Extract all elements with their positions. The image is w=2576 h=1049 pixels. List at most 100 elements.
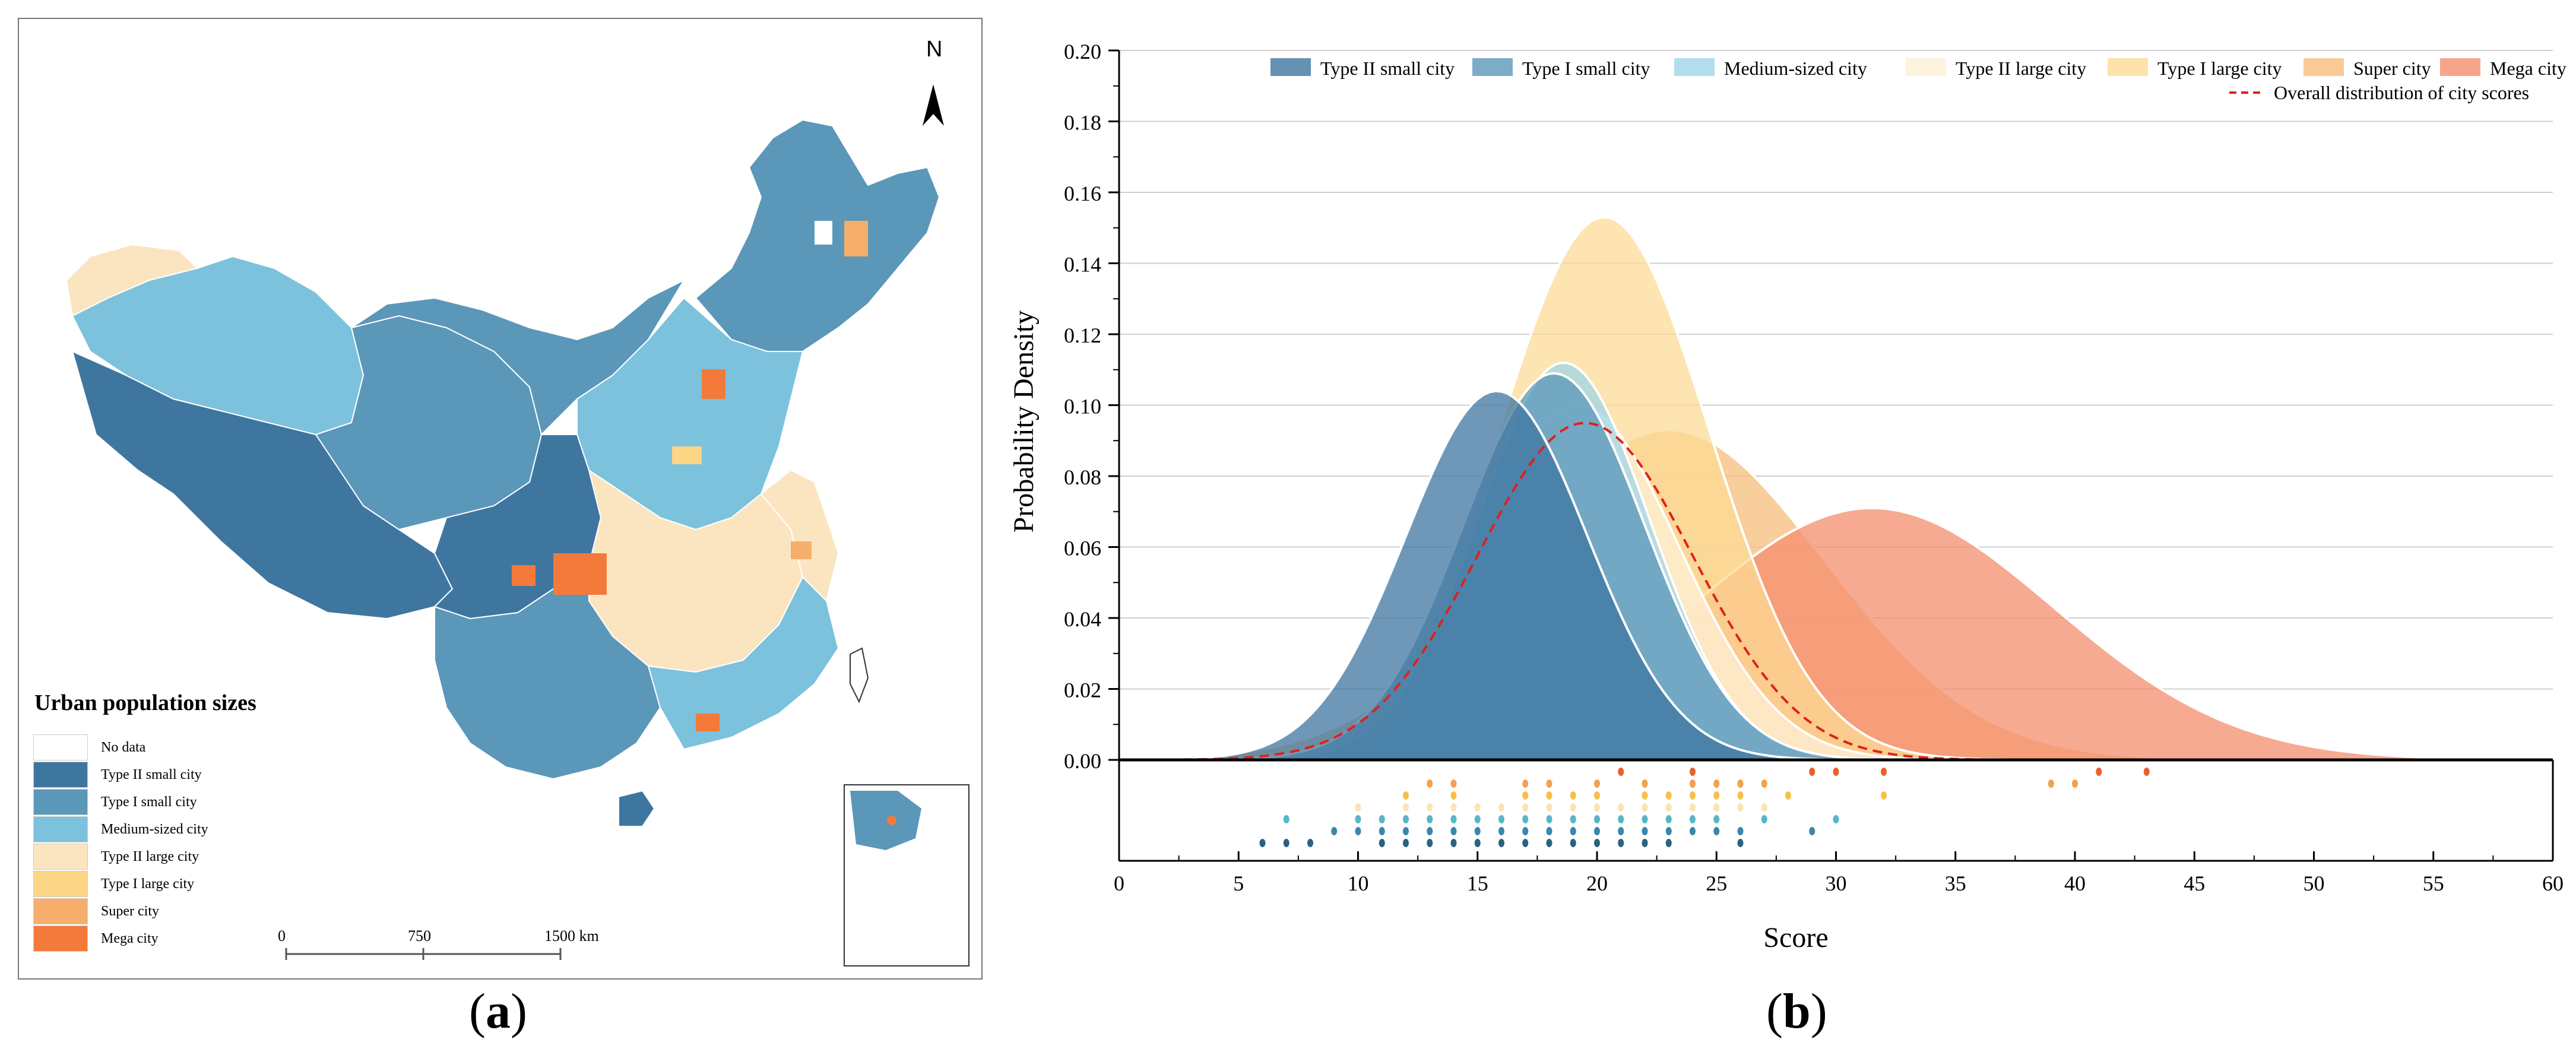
- rug-point: [1450, 827, 1457, 835]
- rug-point: [1713, 779, 1720, 788]
- overall-density-line: [1167, 421, 2075, 761]
- rug-point: [1522, 803, 1529, 812]
- x-tick-label: 30: [1826, 871, 1847, 895]
- scale-bar: [285, 948, 562, 960]
- x-tick-label: 45: [2184, 871, 2205, 895]
- rug-point: [1498, 827, 1504, 835]
- rug-point: [1642, 791, 1648, 800]
- legend-item: Type II large city: [33, 844, 199, 870]
- legend-label: Medium-sized city: [101, 821, 208, 837]
- rug-point: [1665, 791, 1672, 800]
- rug-point: [1283, 815, 1289, 823]
- legend-swatch: [33, 898, 88, 924]
- rug-point: [1785, 791, 1791, 800]
- rug-point: [2096, 768, 2102, 776]
- south-china-sea-inset: [844, 784, 969, 966]
- legend-swatch: [33, 734, 88, 760]
- chart-legend: Type II small city Type I small city Mediu…: [1270, 58, 2567, 103]
- y-tick-label: 0.18: [1064, 111, 1101, 135]
- rug-point: [1642, 815, 1648, 823]
- rug-point: [1809, 827, 1815, 835]
- type-i-large-patch: [672, 446, 702, 464]
- map-region-taiwan: [850, 647, 869, 703]
- no-data-patch: [815, 221, 832, 245]
- legend-label: Super city: [101, 903, 159, 919]
- rug-point: [1690, 779, 1696, 788]
- rug-point: [1594, 779, 1600, 788]
- rug-point: [1474, 827, 1481, 835]
- rug-point: [1474, 815, 1481, 823]
- rug-point: [2072, 779, 2078, 788]
- legend-label: Type II small city: [101, 766, 202, 782]
- legend-label: Mega city: [2490, 58, 2567, 79]
- rug-point: [1522, 791, 1529, 800]
- super-city-patch: [844, 221, 868, 256]
- legend-label: Type I small city: [1522, 58, 1650, 79]
- china-map: [65, 84, 969, 966]
- y-tick-label: 0.16: [1064, 182, 1101, 205]
- rug-point: [1737, 803, 1744, 812]
- rug-point: [1355, 827, 1361, 835]
- rug-point: [1642, 779, 1648, 788]
- rug-point: [1498, 803, 1504, 812]
- rug-point: [1522, 779, 1529, 788]
- rug-point: [1618, 768, 1624, 776]
- y-tick-label: 0.04: [1064, 607, 1101, 631]
- rug-point: [1809, 768, 1815, 776]
- legend-label: Overall distribution of city scores: [2274, 82, 2529, 103]
- x-tick-label: 25: [1706, 871, 1727, 895]
- north-label: N: [926, 37, 943, 62]
- legend-item: No data: [33, 734, 145, 760]
- map-panel: N Urban population sizes No data Type II …: [18, 18, 983, 980]
- legend-label: Super city: [2353, 58, 2431, 79]
- rug-point: [1761, 815, 1767, 823]
- rug-point: [1450, 779, 1457, 788]
- rug-point: [1761, 779, 1767, 788]
- x-tick-label: 40: [2064, 871, 2086, 895]
- rug-point: [1761, 803, 1767, 812]
- legend-item: Type I small city: [33, 789, 197, 815]
- rug-point: [2143, 768, 2150, 776]
- rug-point: [1665, 827, 1672, 835]
- y-axis-label: Probability Density: [1009, 310, 1040, 533]
- map-region-northwest: [65, 243, 198, 317]
- rug-point: [1737, 779, 1744, 788]
- mega-city-patch: [553, 553, 607, 595]
- rug-point: [1403, 815, 1409, 823]
- map-region-hainan: [618, 790, 655, 827]
- rug-point: [1522, 827, 1529, 835]
- rug-point: [1379, 827, 1385, 835]
- legend-label: No data: [101, 739, 146, 755]
- x-tick-label: 5: [1233, 871, 1244, 895]
- y-tick-label: 0.14: [1064, 253, 1101, 277]
- rug-point: [1283, 839, 1289, 847]
- rug-point: [1618, 815, 1624, 823]
- mega-city-patch: [702, 369, 725, 399]
- rug-point: [1713, 803, 1720, 812]
- legend-swatch: [1270, 58, 1311, 76]
- rug-point: [1570, 815, 1576, 823]
- legend-swatch: [1472, 58, 1513, 76]
- rug-point: [1881, 791, 1887, 800]
- rug-point: [1498, 815, 1504, 823]
- rug-point: [1642, 839, 1648, 847]
- rug-point: [1427, 779, 1433, 788]
- rug-point: [1642, 803, 1648, 812]
- chart-axes: 0.00 0.02 0.04 0.06 0.08 0.10 0.12 0.14 0.16 0.18…: [1064, 40, 2564, 895]
- rug-point: [1450, 815, 1457, 823]
- rug-point: [1498, 839, 1504, 847]
- rug-point: [1522, 839, 1529, 847]
- chart-rug: [1259, 768, 2150, 847]
- rug-point: [1546, 839, 1552, 847]
- rug-point: [1355, 815, 1361, 823]
- legend-title: Urban population sizes: [34, 690, 256, 715]
- mega-city-patch: [512, 565, 536, 586]
- legend-swatch: [1674, 58, 1715, 76]
- y-tick-label: 0.12: [1064, 324, 1101, 347]
- legend-swatch: [33, 871, 88, 897]
- y-tick-label: 0.08: [1064, 465, 1101, 489]
- rug-point: [1737, 827, 1744, 835]
- rug-point: [1665, 839, 1672, 847]
- rug-point: [1713, 815, 1720, 823]
- legend-label: Type II large city: [1956, 58, 2086, 79]
